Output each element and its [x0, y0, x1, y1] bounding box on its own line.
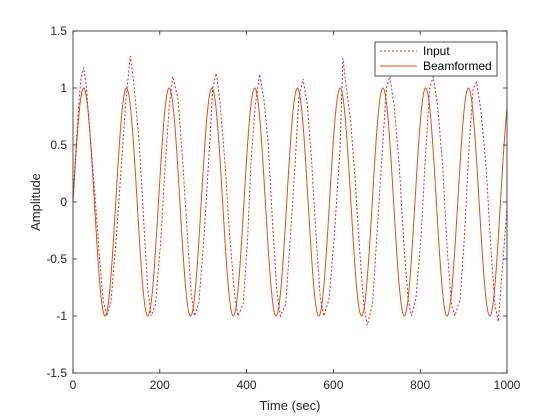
x-tick-label: 600 — [323, 378, 343, 392]
legend: Input Beamformed — [374, 41, 498, 77]
legend-label-beamformed: Beamformed — [423, 59, 492, 73]
legend-box — [374, 41, 498, 77]
x-tick-label: 400 — [237, 378, 257, 392]
legend-label-input: Input — [423, 44, 450, 58]
series-layer — [72, 56, 508, 326]
plot-area — [73, 31, 507, 373]
y-axis-label: Amplitude — [28, 173, 43, 231]
y-tick-label: 1.5 — [50, 24, 67, 38]
x-tick-label: 0 — [70, 378, 77, 392]
y-tick-label: 0 — [60, 195, 67, 209]
y-tick-label: 1 — [60, 81, 67, 95]
y-tick-label: -0.5 — [46, 252, 67, 266]
y-tick-label: -1.5 — [46, 366, 67, 380]
x-tick-label: 200 — [150, 378, 170, 392]
series-line-beamformed — [72, 87, 508, 317]
x-axis: 0 200 400 600 800 1000 — [70, 31, 521, 392]
x-tick-label: 1000 — [494, 378, 521, 392]
y-tick-label: 0.5 — [50, 138, 67, 152]
y-axis: -1.5 -1 -0.5 0 0.5 1 1.5 — [46, 24, 507, 380]
y-tick-label: -1 — [56, 309, 67, 323]
series-line-input — [72, 56, 508, 326]
x-axis-label: Time (sec) — [260, 398, 321, 413]
x-tick-label: 800 — [410, 378, 430, 392]
